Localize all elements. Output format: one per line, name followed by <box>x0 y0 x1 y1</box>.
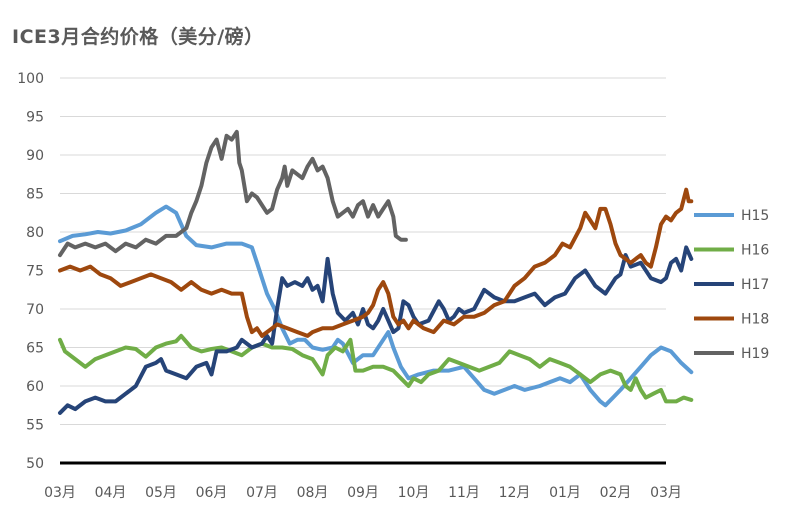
y-tick-label: 70 <box>26 302 44 318</box>
series-line-h17 <box>58 245 694 415</box>
legend-label-h16: H16 <box>741 243 769 259</box>
x-tick-label: 12月 <box>499 485 531 501</box>
x-tick-label: 07月 <box>246 485 278 501</box>
y-tick-label: 55 <box>26 418 44 434</box>
series-line-h16 <box>58 333 694 404</box>
x-tick-label: 10月 <box>398 485 430 501</box>
chart-title: ICE3月合约价格（美分/磅） <box>12 26 264 48</box>
x-tick-label: 01月 <box>549 485 581 501</box>
series-lines <box>58 129 694 415</box>
x-tick-label: 11月 <box>448 485 480 501</box>
x-tick-label: 08月 <box>297 485 329 501</box>
x-tick-label: 05月 <box>145 485 177 501</box>
y-tick-label: 85 <box>26 187 44 203</box>
legend-label-h19: H19 <box>741 346 769 362</box>
x-axis-ticks: 03月 04月 05月 06月 07月 08月 09月 10月 11月 12月 01月 02月 03月 <box>44 485 682 501</box>
legend-label-h17: H17 <box>741 277 769 293</box>
series-line-h15 <box>58 204 694 408</box>
y-tick-label: 50 <box>26 456 44 472</box>
legend-label-h15: H15 <box>741 208 769 224</box>
x-tick-label: 02月 <box>600 485 632 501</box>
y-tick-label: 100 <box>17 71 44 87</box>
series-line-h19 <box>58 129 408 258</box>
x-tick-label: 04月 <box>95 485 127 501</box>
x-tick-label: 03月 <box>44 485 76 501</box>
legend: H15 H16 H17 H18 H19 <box>694 208 769 362</box>
y-tick-label: 60 <box>26 379 44 395</box>
x-tick-label: 06月 <box>196 485 228 501</box>
y-tick-label: 90 <box>26 148 44 164</box>
y-tick-label: 75 <box>26 264 44 280</box>
x-tick-label: 09月 <box>347 485 379 501</box>
series-line-h18 <box>58 187 694 338</box>
x-tick-label: 03月 <box>650 485 682 501</box>
grid-lines <box>60 77 666 465</box>
y-tick-label: 80 <box>26 225 44 241</box>
y-tick-label: 65 <box>26 341 44 357</box>
y-tick-label: 95 <box>26 110 44 126</box>
y-axis-ticks: 50 55 60 65 70 75 80 85 90 95 100 <box>17 71 44 472</box>
legend-label-h18: H18 <box>741 312 769 328</box>
